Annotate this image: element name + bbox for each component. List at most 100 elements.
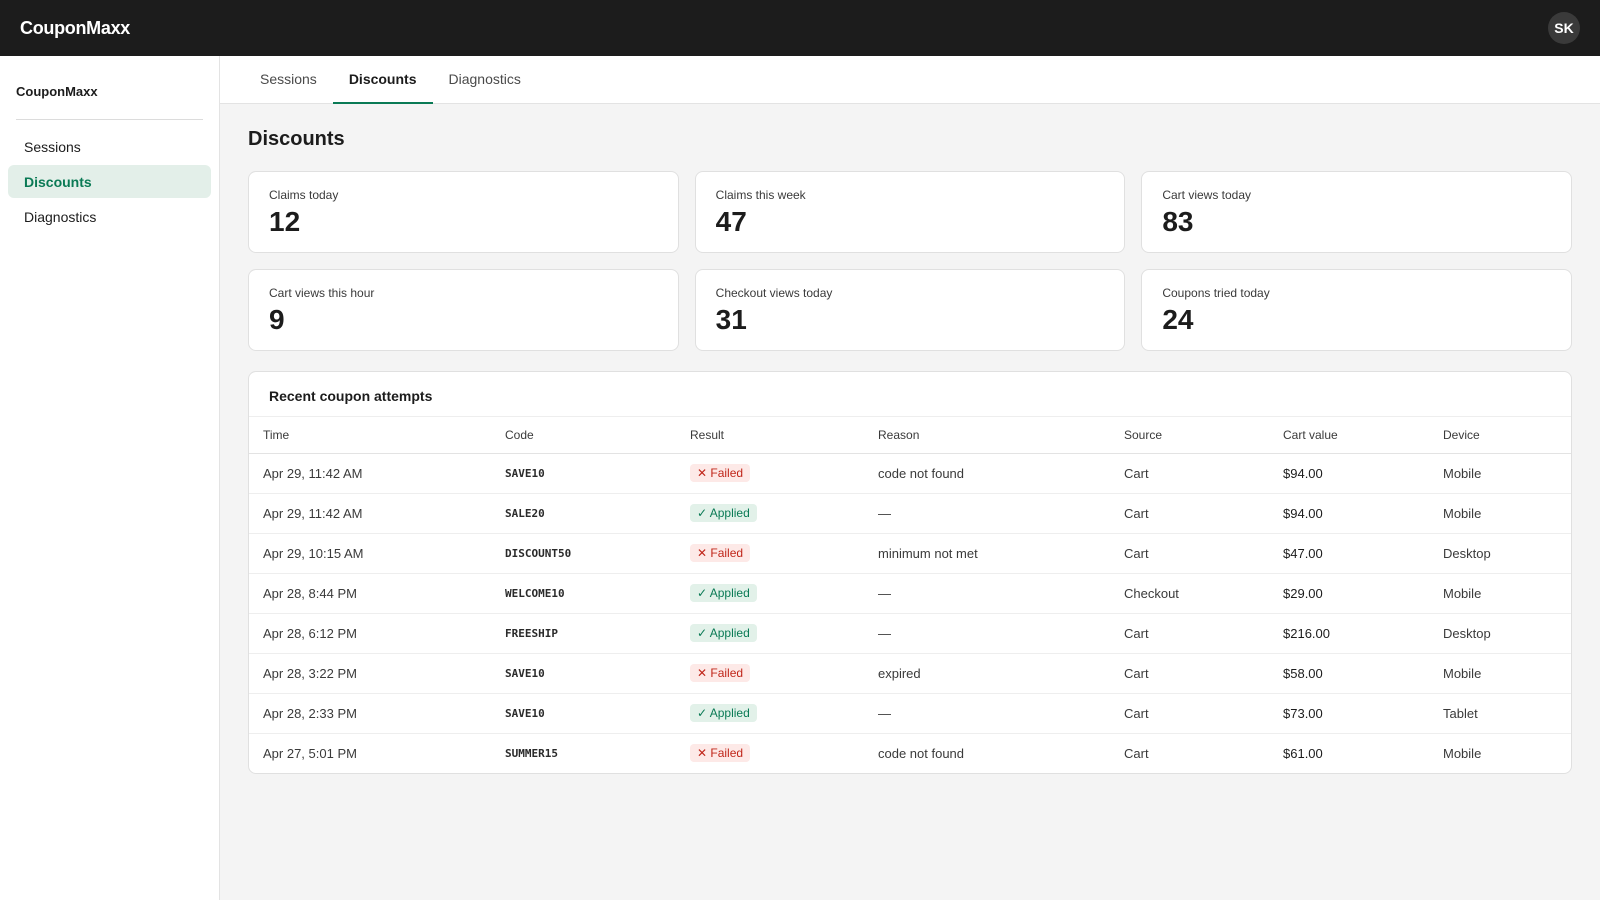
cell-reason: — <box>864 573 1110 614</box>
cell-result: ✕ Failed <box>676 533 864 574</box>
tab-sessions[interactable]: Sessions <box>260 71 317 87</box>
tab-bar: Sessions Discounts Diagnostics <box>220 56 1600 104</box>
cell-device: Mobile <box>1429 653 1571 694</box>
cell-time: Apr 29, 11:42 AM <box>249 453 491 494</box>
cell-reason: minimum not met <box>864 533 1110 574</box>
sidebar-item-sessions[interactable]: Sessions <box>24 138 81 155</box>
cell-result: ✓ Applied <box>676 493 864 534</box>
status-badge: ✓ Applied <box>690 704 757 722</box>
cell-reason: code not found <box>864 453 1110 494</box>
page-title: Discounts <box>248 128 345 150</box>
status-badge: ✕ Failed <box>690 544 751 562</box>
cell-time: Apr 29, 10:15 AM <box>249 533 491 574</box>
cell-cart-value: $58.00 <box>1269 653 1429 694</box>
column-header-source[interactable]: Source <box>1110 417 1269 454</box>
cell-result: ✕ Failed <box>676 453 864 494</box>
cell-source: Cart <box>1110 653 1269 694</box>
cell-time: Apr 27, 5:01 PM <box>263 745 357 761</box>
cell-source: Cart <box>1110 493 1269 534</box>
status-badge: ✓ Applied <box>690 504 757 522</box>
status-badge: ✕ Failed <box>690 744 751 763</box>
table-row[interactable]: Apr 29, 11:42 AM SAVE10 ✕ Failed code not f… <box>249 453 1571 494</box>
status-badge: ✓ Applied <box>690 584 757 602</box>
tab-discounts[interactable]: Discounts <box>332 56 433 104</box>
brand-logo[interactable]: CouponMaxx <box>20 17 131 38</box>
cell-cart-value: $216.00 <box>1269 613 1429 654</box>
cell-device: Desktop <box>1429 533 1571 574</box>
cell-cart-value: $29.00 <box>1269 573 1429 614</box>
column-header-code[interactable]: Code <box>491 417 676 454</box>
table-row[interactable]: Apr 28, 3:22 PM SAVE10 ✕ Failed expired Cart… <box>249 653 1571 694</box>
stats-grid: Claims today 12 Claims this week 47 Cart… <box>248 171 1572 351</box>
status-badge: ✓ Applied <box>690 624 757 642</box>
cell-reason: code not found <box>878 745 965 761</box>
cell-time: Apr 28, 3:22 PM <box>249 653 491 694</box>
cell-source: Checkout <box>1110 573 1269 614</box>
column-header-device[interactable]: Device <box>1429 417 1571 454</box>
cell-cart-value: $47.00 <box>1269 533 1429 574</box>
sidebar-divider <box>16 119 203 120</box>
stat-card-coupons-tried: Coupons tried today 24 <box>1141 269 1572 351</box>
cell-time: Apr 29, 11:42 AM <box>249 493 491 534</box>
table-row[interactable]: Apr 28, 6:12 PM FREESHIP ✓ Applied — Cart $21… <box>249 613 1571 654</box>
cell-code: SALE20 <box>491 493 676 534</box>
avatar[interactable]: SK <box>1548 12 1580 44</box>
cell-code: SAVE10 <box>491 653 676 694</box>
sidebar-item-discounts[interactable]: Discounts <box>8 165 211 198</box>
stat-value: 12 <box>269 206 301 237</box>
cell-reason: — <box>864 493 1110 534</box>
column-header-time[interactable]: Time <box>249 417 491 454</box>
stat-label: Coupons tried today <box>1162 286 1270 300</box>
top-bar: CouponMaxx SK <box>0 0 1600 56</box>
cell-source: Cart <box>1110 533 1269 574</box>
status-badge: ✕ Failed <box>690 664 751 682</box>
main-area: Sessions Discounts Diagnostics Discounts… <box>220 56 1600 900</box>
stat-value: 24 <box>1162 304 1194 335</box>
sidebar-title: CouponMaxx <box>16 84 98 99</box>
column-header-result[interactable]: Result <box>676 417 864 454</box>
cell-cart-value: $94.00 <box>1269 493 1429 534</box>
tab-diagnostics[interactable]: Diagnostics <box>448 71 521 87</box>
stat-card-claims-today: Claims today 12 <box>248 171 679 253</box>
sidebar-item-diagnostics[interactable]: Diagnostics <box>24 208 97 225</box>
coupon-attempts-table: Time Code Result Reason Source Cart valu… <box>249 417 1571 773</box>
stat-label: Cart views today <box>1162 188 1252 202</box>
recent-attempts-card: Recent coupon attempts Time Code Result … <box>248 371 1572 774</box>
stat-value: 9 <box>269 304 285 335</box>
table-row[interactable]: Apr 29, 10:15 AM DISCOUNT50 ✕ Failed minimu… <box>249 533 1571 574</box>
content: Discounts Claims today 12 Claims this we… <box>220 104 1600 798</box>
cell-cart-value: $94.00 <box>1269 453 1429 494</box>
stat-label: Claims this week <box>715 188 806 202</box>
cell-source: Cart <box>1110 453 1269 494</box>
table-body: Apr 29, 11:42 AM SAVE10 ✕ Failed code not f… <box>249 453 1571 773</box>
cell-result: ✓ Applied <box>676 573 864 614</box>
stat-label: Claims today <box>269 188 339 202</box>
table-row[interactable]: Apr 28, 8:44 PM WELCOME10 ✓ Applied — Checko… <box>249 573 1571 614</box>
cell-time: Apr 28, 6:12 PM <box>249 613 491 654</box>
table-header-row: Time Code Result Reason Source Cart valu… <box>249 417 1571 454</box>
cell-result: ✓ Applied <box>676 613 864 654</box>
table-row[interactable]: Apr 28, 2:33 PM SAVE10 ✓ Applied — Cart $73.0… <box>249 693 1571 734</box>
cell-device: Desktop <box>1429 613 1571 654</box>
stat-card-cart-views-today: Cart views today 83 <box>1141 171 1572 253</box>
cell-code: WELCOME10 <box>491 573 676 614</box>
table-row[interactable]: Apr 29, 11:42 AM SALE20 ✓ Applied — Cart $94.… <box>249 493 1571 534</box>
cell-result: ✕ Failed <box>676 733 864 773</box>
table-row[interactable]: Apr 27, 5:01 PM SUMMER15 ✕ Failed code not … <box>249 733 1571 773</box>
cell-time: Apr 28, 8:44 PM <box>249 573 491 614</box>
stat-value: 47 <box>715 206 747 237</box>
cell-source: Cart <box>1110 693 1269 734</box>
stat-label: Cart views this hour <box>269 286 375 300</box>
stat-card-checkout-views: Checkout views today 31 <box>694 269 1126 351</box>
table-title: Recent coupon attempts <box>249 372 1571 417</box>
cell-code: FREESHIP <box>491 613 676 654</box>
status-badge: ✕ Failed <box>690 464 751 482</box>
cell-cart-value: $61.00 <box>1283 745 1323 761</box>
column-header-cart-value[interactable]: Cart value <box>1269 417 1429 454</box>
cell-device: Mobile <box>1429 573 1571 614</box>
cell-result: ✕ Failed <box>676 653 864 694</box>
column-header-reason[interactable]: Reason <box>864 417 1110 454</box>
cell-code: SAVE10 <box>491 453 676 494</box>
stat-value: 31 <box>715 304 747 335</box>
cell-reason: — <box>864 613 1110 654</box>
